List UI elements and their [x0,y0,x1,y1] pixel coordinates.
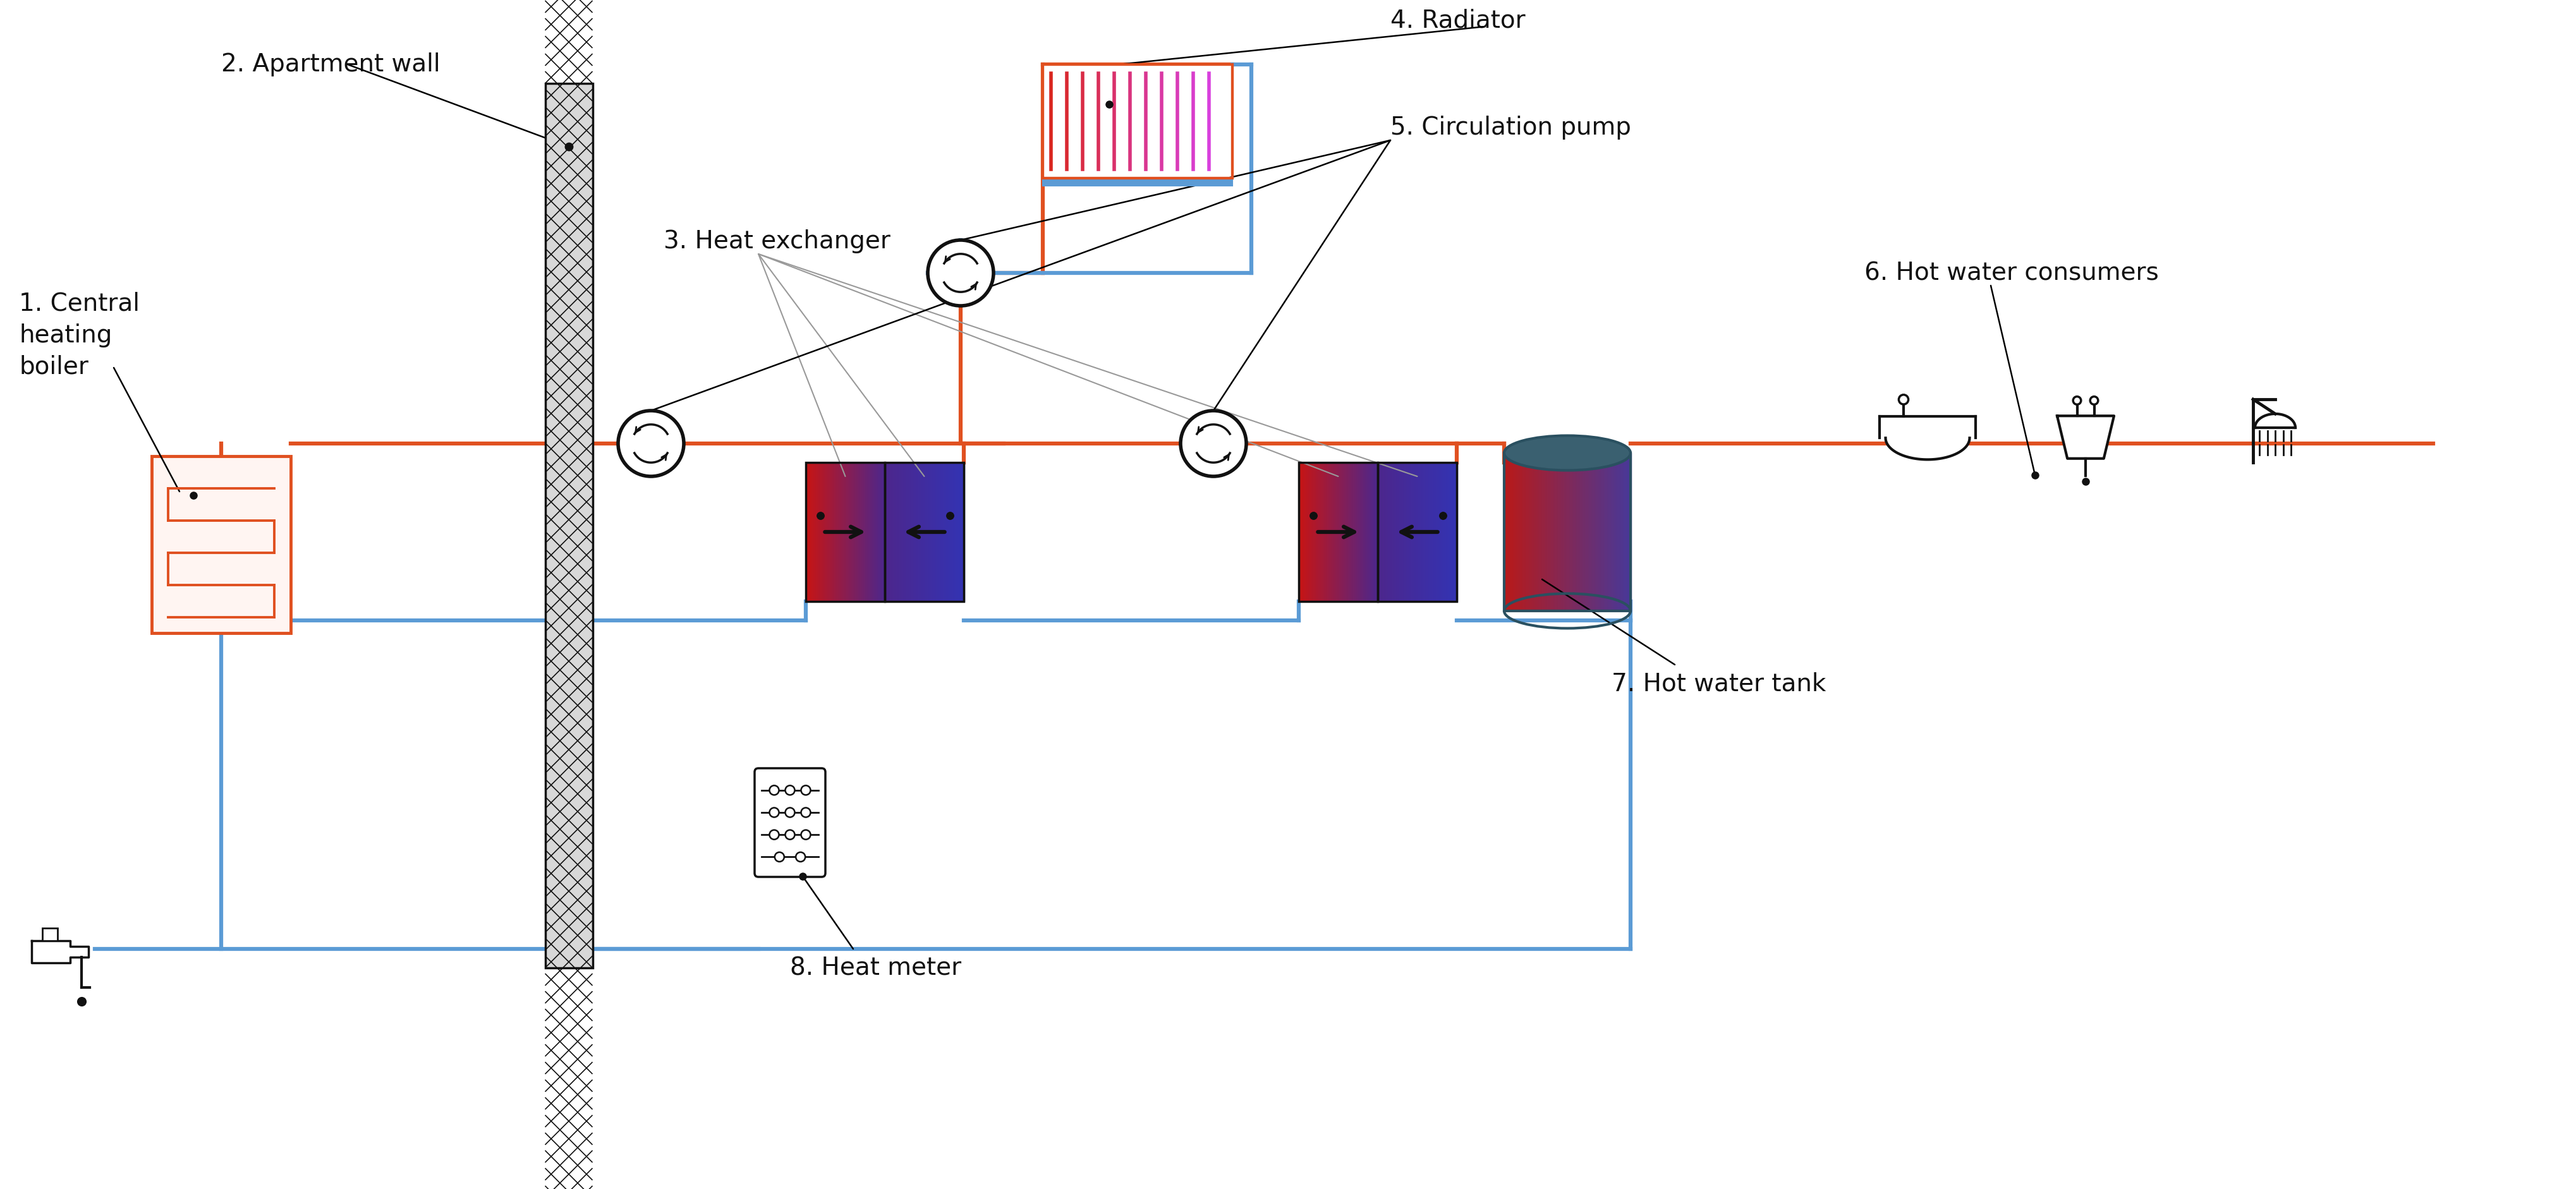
Bar [884,463,963,602]
Circle shape [801,786,811,795]
Text: 4. Radiator: 4. Radiator [1391,8,1525,32]
Circle shape [801,807,811,817]
Bar [1043,178,1231,185]
Circle shape [2089,397,2097,404]
Text: 3. Heat exchanger: 3. Heat exchanger [665,229,891,253]
Circle shape [1899,395,1909,404]
Text: 8. Heat meter: 8. Heat meter [791,956,961,980]
Polygon shape [1880,416,1976,459]
Circle shape [786,807,796,817]
Circle shape [1180,410,1247,477]
Bar [1378,463,1458,602]
Bar [1298,463,1378,602]
Text: 1. Central
heating
boiler: 1. Central heating boiler [18,291,139,379]
Polygon shape [31,940,88,963]
Bar [152,457,291,633]
FancyBboxPatch shape [755,768,824,877]
Bar [1504,453,1631,611]
Circle shape [786,830,796,839]
Circle shape [927,240,994,306]
Bar [1043,64,1231,178]
Circle shape [2074,397,2081,404]
Circle shape [770,830,778,839]
Polygon shape [2254,414,2295,428]
Circle shape [775,853,783,862]
Text: 6. Hot water consumers: 6. Hot water consumers [1865,260,2159,285]
Circle shape [786,786,796,795]
Bar [546,83,592,968]
Text: 7. Hot water tank: 7. Hot water tank [1613,672,1826,696]
Bar [1043,64,1231,178]
Circle shape [796,853,806,862]
Circle shape [618,410,683,477]
Circle shape [770,786,778,795]
Ellipse shape [1504,435,1631,471]
Polygon shape [2058,416,2115,459]
Circle shape [801,830,811,839]
Text: 5. Circulation pump: 5. Circulation pump [1391,115,1631,139]
Bar [806,463,884,602]
Circle shape [770,807,778,817]
Bar [41,929,57,940]
Text: 2. Apartment wall: 2. Apartment wall [222,52,440,76]
